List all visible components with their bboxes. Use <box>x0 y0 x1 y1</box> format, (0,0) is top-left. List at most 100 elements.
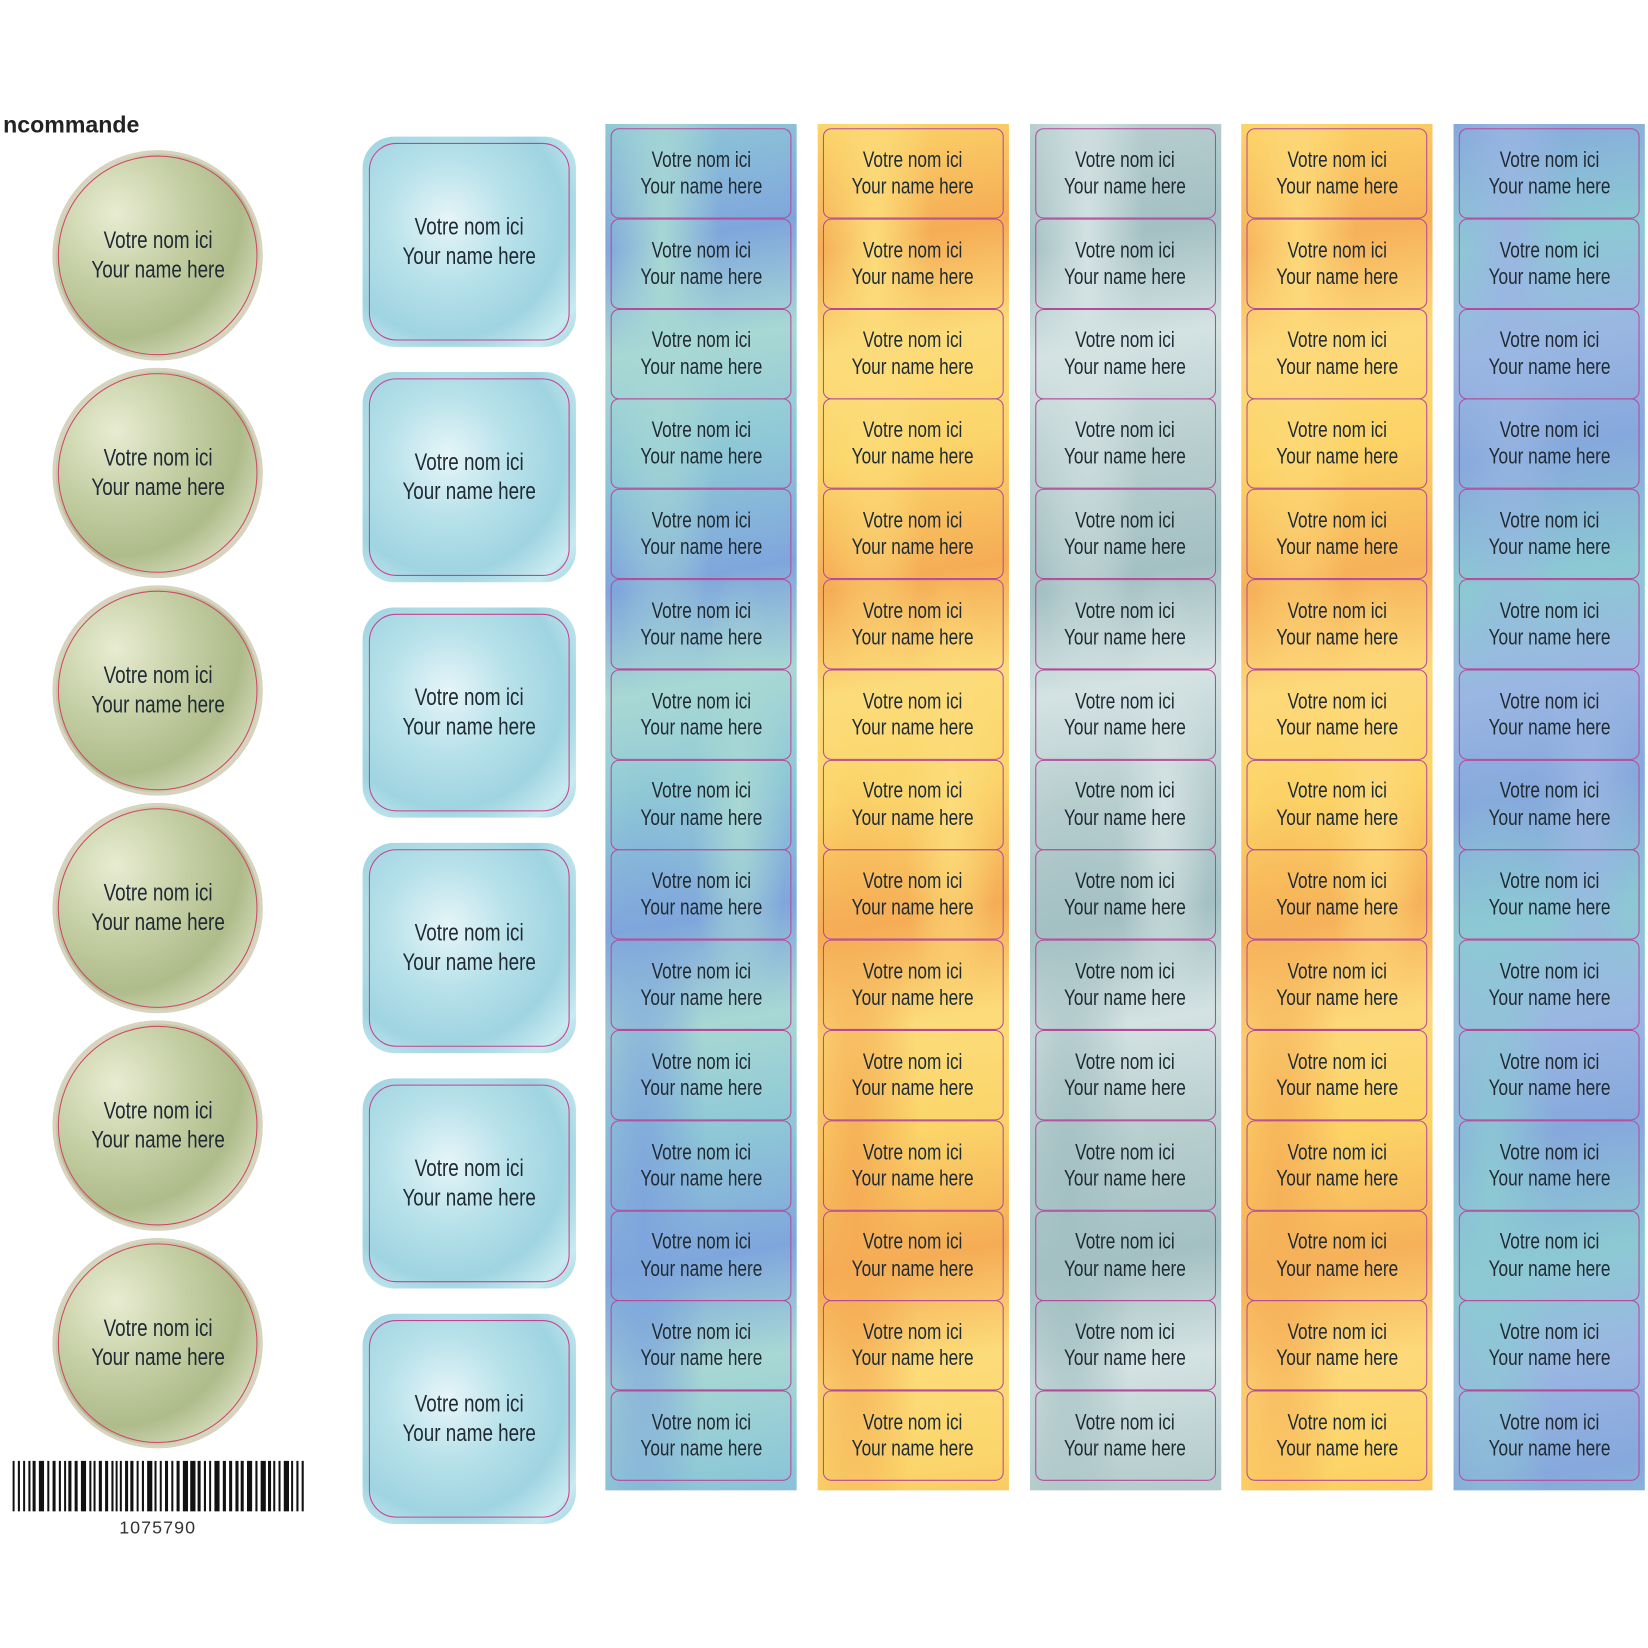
label-strip: Votre nom ici Your name here Votre nom ici… <box>605 124 797 1491</box>
label-line2: Your name here <box>1276 1346 1399 1371</box>
label-line2: Your name here <box>402 948 537 976</box>
label-text: Votre nom ici Your name here <box>1047 1049 1203 1102</box>
label-line2: Your name here <box>1064 1256 1187 1281</box>
barcode-space <box>128 1460 131 1512</box>
label-line2: Your name here <box>1064 715 1187 740</box>
label-line2: Your name here <box>852 625 975 650</box>
label-text: Votre nom ici Your name here <box>1471 327 1627 380</box>
label-line1: Votre nom ici <box>1287 869 1388 894</box>
label-line2: Your name here <box>852 1256 975 1281</box>
label-line2: Your name here <box>640 174 762 199</box>
label-line1: Votre nom ici <box>1287 1139 1388 1165</box>
strip-label: Votre nom ici Your name here <box>1246 398 1428 490</box>
strip-label: Votre nom ici Your name here <box>1246 939 1428 1031</box>
barcode-bar <box>283 1460 290 1512</box>
barcode-space <box>133 1460 137 1512</box>
barcode-bar <box>28 1460 31 1512</box>
label-line2: Your name here <box>1064 264 1187 289</box>
label-line2: Your name here <box>1276 444 1399 470</box>
barcode-bar <box>278 1460 281 1512</box>
label-line1: Votre nom ici <box>1287 598 1388 624</box>
strip-label: Votre nom ici Your name here <box>1034 218 1216 309</box>
label-line1: Votre nom ici <box>1499 508 1600 533</box>
label-line2: Your name here <box>640 1076 762 1101</box>
label-line1: Votre nom ici <box>651 959 751 984</box>
label-line2: Your name here <box>1488 264 1611 289</box>
barcode-bar <box>273 1460 276 1512</box>
label-line2: Your name here <box>1276 174 1399 199</box>
order-label: ncommande <box>3 111 140 138</box>
label-text: Votre nom ici Your name here <box>72 662 243 720</box>
circle-label: Votre nom ici Your name here <box>52 802 263 1014</box>
strip-label: Votre nom ici Your name here <box>1246 1210 1428 1301</box>
label-text: Votre nom ici Your name here <box>1047 1229 1203 1282</box>
label-line2: Your name here <box>852 1346 975 1371</box>
label-text: Votre nom ici Your name here <box>1471 147 1627 200</box>
strip-label: Votre nom ici Your name here <box>1458 1210 1640 1301</box>
label-text: Votre nom ici Your name here <box>384 213 555 271</box>
label-line1: Votre nom ici <box>651 689 751 714</box>
strip-label: Votre nom ici Your name here <box>1458 128 1640 219</box>
label-line2: Your name here <box>1488 895 1611 921</box>
label-line2: Your name here <box>1276 1076 1399 1101</box>
label-line1: Votre nom ici <box>1075 869 1175 894</box>
label-line1: Votre nom ici <box>1075 598 1175 624</box>
label-line2: Your name here <box>640 1256 762 1281</box>
barcode-bar <box>130 1460 134 1512</box>
strip-label: Votre nom ici Your name here <box>610 488 792 580</box>
label-text: Votre nom ici Your name here <box>835 1409 991 1462</box>
label-line2: Your name here <box>852 715 975 740</box>
label-line1: Votre nom ici <box>651 1410 751 1435</box>
label-text: Votre nom ici Your name here <box>623 868 779 921</box>
label-text: Votre nom ici Your name here <box>1259 237 1415 290</box>
barcode-space <box>86 1460 90 1512</box>
label-line2: Your name here <box>1064 895 1187 921</box>
label-line1: Votre nom ici <box>863 328 963 353</box>
barcode-space <box>30 1460 33 1512</box>
barcode-space <box>211 1460 215 1512</box>
strip-label: Votre nom ici Your name here <box>1458 308 1640 399</box>
label-line1: Votre nom ici <box>1287 418 1388 443</box>
label-line1: Votre nom ici <box>1287 508 1388 533</box>
label-line1: Votre nom ici <box>863 418 963 443</box>
label-text: Votre nom ici Your name here <box>835 147 991 200</box>
label-line1: Votre nom ici <box>1287 959 1388 984</box>
label-line2: Your name here <box>90 472 225 501</box>
label-text: Votre nom ici Your name here <box>1471 778 1627 831</box>
label-text: Votre nom ici Your name here <box>623 1409 779 1462</box>
label-text: Votre nom ici Your name here <box>1471 1409 1627 1462</box>
strip-label: Votre nom ici Your name here <box>1034 308 1216 399</box>
strip-label: Votre nom ici Your name here <box>822 1029 1004 1121</box>
label-line1: Votre nom ici <box>103 226 213 254</box>
barcode-bar <box>38 1460 45 1512</box>
label-line2: Your name here <box>640 715 762 740</box>
label-line1: Votre nom ici <box>1075 779 1175 804</box>
barcode-space <box>25 1460 29 1512</box>
barcode-bar <box>80 1460 87 1512</box>
label-line2: Your name here <box>402 1418 537 1447</box>
label-line1: Votre nom ici <box>651 147 751 173</box>
label-line1: Votre nom ici <box>1499 328 1600 353</box>
label-line2: Your name here <box>1276 1256 1399 1281</box>
barcode-space <box>66 1460 69 1512</box>
label-text: Votre nom ici Your name here <box>1047 417 1203 470</box>
label-line1: Votre nom ici <box>863 1230 963 1255</box>
barcode-space <box>121 1460 126 1512</box>
label-line2: Your name here <box>640 1436 762 1462</box>
label-line1: Votre nom ici <box>651 1139 751 1165</box>
label-line1: Votre nom ici <box>1075 1410 1175 1435</box>
label-line2: Your name here <box>1488 535 1611 560</box>
strip-label: Votre nom ici Your name here <box>610 128 792 219</box>
strip-label: Votre nom ici Your name here <box>822 1300 1004 1391</box>
label-text: Votre nom ici Your name here <box>1471 508 1627 561</box>
label-text: Votre nom ici Your name here <box>72 1314 243 1372</box>
label-line2: Your name here <box>852 805 975 830</box>
label-line1: Votre nom ici <box>651 598 751 624</box>
label-line1: Votre nom ici <box>1499 598 1600 624</box>
label-text: Votre nom ici Your name here <box>1047 778 1203 831</box>
strip-label: Votre nom ici Your name here <box>822 308 1004 399</box>
label-line1: Votre nom ici <box>1499 238 1600 263</box>
strip-label: Votre nom ici Your name here <box>1034 1300 1216 1391</box>
label-text: Votre nom ici Your name here <box>835 237 991 290</box>
label-line2: Your name here <box>1488 1166 1611 1191</box>
